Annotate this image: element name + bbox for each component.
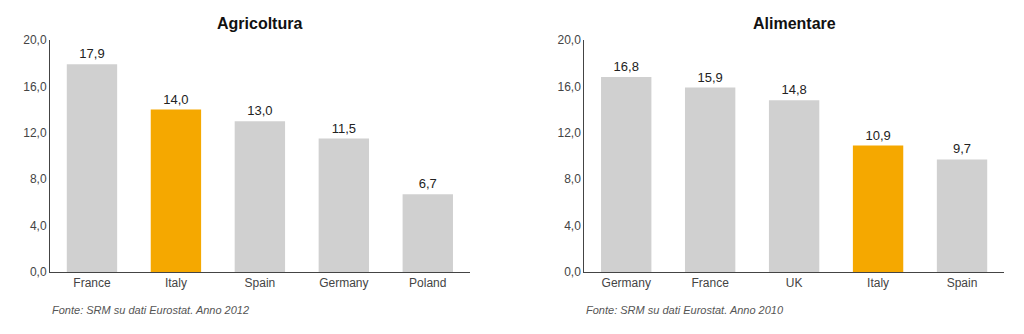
svg-text:16,0: 16,0 bbox=[23, 80, 47, 94]
svg-text:0,0: 0,0 bbox=[30, 265, 47, 279]
svg-text:Spain: Spain bbox=[947, 276, 978, 290]
svg-text:14,0: 14,0 bbox=[163, 92, 188, 107]
svg-text:Agricoltura: Agricoltura bbox=[217, 15, 302, 32]
svg-text:France: France bbox=[73, 276, 111, 290]
svg-text:Germany: Germany bbox=[602, 276, 651, 290]
svg-text:16,0: 16,0 bbox=[557, 80, 581, 94]
svg-text:UK: UK bbox=[786, 276, 803, 290]
svg-text:10,9: 10,9 bbox=[865, 128, 890, 143]
svg-text:4,0: 4,0 bbox=[30, 219, 47, 233]
svg-text:6,7: 6,7 bbox=[419, 176, 437, 191]
svg-text:Poland: Poland bbox=[409, 276, 446, 290]
svg-text:8,0: 8,0 bbox=[564, 172, 581, 186]
svg-text:11,5: 11,5 bbox=[332, 121, 356, 136]
svg-text:4,0: 4,0 bbox=[564, 219, 581, 233]
svg-text:13,0: 13,0 bbox=[247, 103, 272, 118]
svg-text:Alimentare: Alimentare bbox=[753, 15, 836, 32]
svg-text:8,0: 8,0 bbox=[30, 172, 47, 186]
svg-text:20,0: 20,0 bbox=[557, 33, 581, 47]
svg-text:17,9: 17,9 bbox=[79, 46, 104, 61]
svg-text:Germany: Germany bbox=[319, 276, 368, 290]
svg-text:16,8: 16,8 bbox=[614, 59, 639, 74]
svg-text:12,0: 12,0 bbox=[23, 126, 47, 140]
svg-text:20,0: 20,0 bbox=[23, 33, 47, 47]
svg-text:Fonte: SRM su dati Eurostat. A: Fonte: SRM su dati Eurostat. Anno 2010 bbox=[586, 304, 784, 316]
svg-text:12,0: 12,0 bbox=[557, 126, 581, 140]
svg-text:Italy: Italy bbox=[165, 276, 187, 290]
svg-text:Fonte: SRM su dati Eurostat. A: Fonte: SRM su dati Eurostat. Anno 2012 bbox=[52, 304, 249, 316]
svg-text:15,9: 15,9 bbox=[698, 70, 723, 85]
svg-text:9,7: 9,7 bbox=[953, 141, 971, 156]
svg-text:Italy: Italy bbox=[867, 276, 889, 290]
svg-text:France: France bbox=[691, 276, 729, 290]
svg-text:Spain: Spain bbox=[245, 276, 276, 290]
svg-text:0,0: 0,0 bbox=[564, 265, 581, 279]
svg-text:14,8: 14,8 bbox=[781, 82, 806, 97]
